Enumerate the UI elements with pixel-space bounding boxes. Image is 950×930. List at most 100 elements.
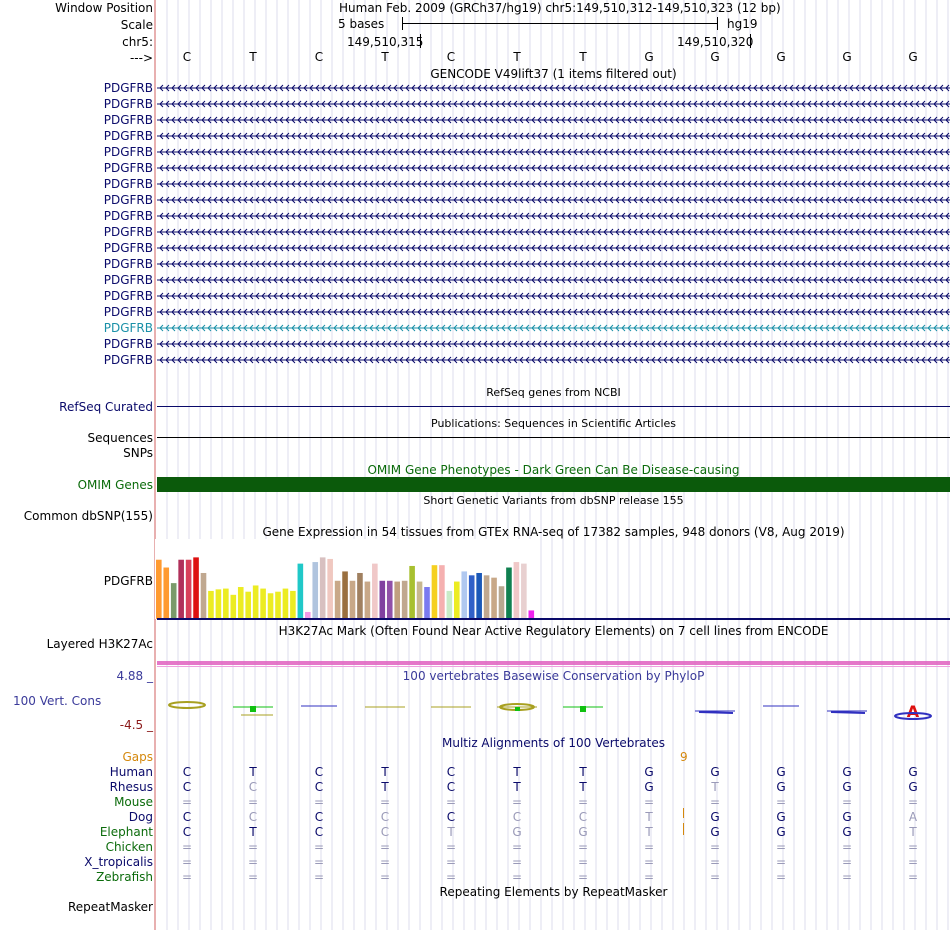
gencode-transcript-label[interactable]: PDGFRB: [103, 289, 153, 303]
species-label[interactable]: Elephant: [99, 825, 153, 839]
gtex-tissue-bar[interactable]: [282, 588, 289, 619]
species-label[interactable]: Zebrafish: [96, 870, 153, 884]
gtex-gene-label[interactable]: PDGFRB: [103, 574, 153, 588]
gtex-tissue-bar[interactable]: [223, 588, 229, 619]
gtex-tissue-bar[interactable]: [305, 611, 311, 619]
gencode-transcript-label[interactable]: PDGFRB: [103, 97, 153, 111]
gencode-transcript-line[interactable]: [157, 210, 950, 222]
gencode-transcript-line[interactable]: [157, 130, 950, 142]
gtex-tissue-bar[interactable]: [409, 565, 415, 619]
gtex-tissue-bar[interactable]: [349, 580, 356, 619]
gencode-transcript-line[interactable]: [157, 162, 950, 174]
common-dbsnp-label[interactable]: Common dbSNP(155): [23, 509, 153, 523]
gtex-tissue-bar[interactable]: [156, 559, 162, 619]
phylop-base-mark[interactable]: [168, 701, 206, 709]
gencode-transcript-label[interactable]: PDGFRB: [103, 193, 153, 207]
gtex-tissue-bar[interactable]: [521, 563, 527, 619]
gtex-tissue-bar[interactable]: [267, 593, 274, 619]
repeatmasker-label[interactable]: RepeatMasker: [67, 900, 153, 914]
gtex-tissue-bar[interactable]: [200, 572, 207, 619]
phylop-conservation-plot[interactable]: A: [157, 685, 950, 725]
gtex-tissue-bar[interactable]: [439, 565, 445, 619]
gtex-tissue-bar[interactable]: [245, 591, 251, 619]
publications-line[interactable]: [157, 437, 950, 438]
species-label[interactable]: Mouse: [114, 795, 153, 809]
refseq-curated-label[interactable]: RefSeq Curated: [59, 400, 153, 414]
phylop-base-mark[interactable]: [233, 706, 273, 716]
gtex-tissue-bar[interactable]: [260, 588, 266, 619]
gtex-tissue-bar[interactable]: [342, 571, 348, 619]
gencode-transcript-line[interactable]: [157, 98, 950, 110]
gtex-tissue-bar[interactable]: [334, 580, 341, 619]
gencode-transcript-label[interactable]: PDGFRB: [103, 337, 153, 351]
phylop-base-mark[interactable]: [695, 710, 735, 714]
gencode-transcript-line[interactable]: [157, 178, 950, 190]
gtex-tissue-bar[interactable]: [431, 565, 438, 619]
gtex-tissue-bar[interactable]: [424, 587, 430, 619]
gtex-tissue-bar[interactable]: [319, 557, 326, 619]
gencode-transcript-label[interactable]: PDGFRB: [103, 113, 153, 127]
gtex-tissue-bar[interactable]: [528, 610, 535, 619]
gtex-tissue-bar[interactable]: [416, 581, 423, 619]
gtex-tissue-bar[interactable]: [230, 594, 237, 619]
gtex-tissue-bar[interactable]: [193, 557, 199, 619]
gencode-transcript-line[interactable]: [157, 226, 950, 238]
gtex-tissue-bar[interactable]: [312, 562, 319, 619]
refseq-gene-line[interactable]: [157, 406, 950, 407]
gencode-transcript-label[interactable]: PDGFRB: [103, 305, 153, 319]
gencode-transcript-line[interactable]: [157, 338, 950, 350]
gtex-tissue-bar[interactable]: [379, 580, 386, 619]
species-label[interactable]: Chicken: [105, 840, 153, 854]
gencode-transcript-label[interactable]: PDGFRB: [103, 257, 153, 271]
gtex-tissue-bar[interactable]: [386, 580, 393, 619]
omim-genes-label[interactable]: OMIM Genes: [77, 478, 153, 492]
species-label[interactable]: Rhesus: [109, 780, 153, 794]
gtex-tissue-bar[interactable]: [170, 583, 177, 619]
phylop-base-mark[interactable]: [827, 710, 867, 714]
gencode-transcript-label[interactable]: PDGFRB: [103, 273, 153, 287]
gencode-transcript-line[interactable]: [157, 274, 950, 286]
gtex-tissue-bar[interactable]: [185, 559, 192, 619]
gencode-transcript-line[interactable]: [157, 306, 950, 318]
gtex-tissue-bar[interactable]: [163, 567, 170, 619]
phylop-base-mark[interactable]: [497, 703, 537, 711]
gtex-tissue-bar[interactable]: [327, 558, 333, 619]
gencode-transcript-line[interactable]: [157, 242, 950, 254]
gtex-tissue-bar[interactable]: [401, 580, 408, 619]
gtex-tissue-bar[interactable]: [454, 581, 460, 619]
gencode-transcript-line[interactable]: [157, 82, 950, 94]
gencode-transcript-line[interactable]: [157, 290, 950, 302]
gencode-transcript-label[interactable]: PDGFRB: [103, 321, 153, 335]
gencode-transcript-line[interactable]: [157, 354, 950, 366]
gtex-tissue-bar[interactable]: [498, 586, 505, 619]
gaps-label[interactable]: Gaps: [122, 750, 153, 764]
gtex-tissue-bar[interactable]: [208, 590, 214, 619]
gtex-tissue-bar[interactable]: [364, 581, 371, 619]
gtex-tissue-bar[interactable]: [446, 590, 453, 619]
gtex-tissue-bar[interactable]: [394, 581, 400, 619]
phylop-base-mark[interactable]: A: [894, 702, 932, 721]
species-label[interactable]: X_tropicalis: [84, 855, 153, 869]
gencode-transcript-line[interactable]: [157, 258, 950, 270]
gtex-tissue-bar[interactable]: [297, 563, 304, 619]
gencode-transcript-line[interactable]: [157, 322, 950, 334]
gtex-tissue-bar[interactable]: [476, 572, 482, 619]
gtex-tissue-bar[interactable]: [178, 559, 184, 619]
gtex-tissue-bar[interactable]: [357, 572, 363, 619]
gtex-tissue-bar[interactable]: [372, 563, 378, 619]
gencode-transcript-label[interactable]: PDGFRB: [103, 81, 153, 95]
gtex-expression-chart[interactable]: [155, 539, 535, 619]
gtex-tissue-bar[interactable]: [215, 589, 222, 619]
gtex-tissue-bar[interactable]: [468, 575, 475, 619]
sequences-label[interactable]: Sequences: [87, 431, 153, 445]
gtex-tissue-bar[interactable]: [237, 587, 244, 619]
gencode-transcript-label[interactable]: PDGFRB: [103, 145, 153, 159]
gtex-tissue-bar[interactable]: [513, 562, 520, 619]
species-label[interactable]: Dog: [128, 810, 153, 824]
gencode-transcript-label[interactable]: PDGFRB: [103, 353, 153, 367]
gtex-tissue-bar[interactable]: [483, 575, 490, 619]
gtex-tissue-bar[interactable]: [290, 590, 296, 619]
gencode-transcript-label[interactable]: PDGFRB: [103, 209, 153, 223]
gtex-tissue-bar[interactable]: [252, 585, 259, 619]
gencode-transcript-label[interactable]: PDGFRB: [103, 161, 153, 175]
